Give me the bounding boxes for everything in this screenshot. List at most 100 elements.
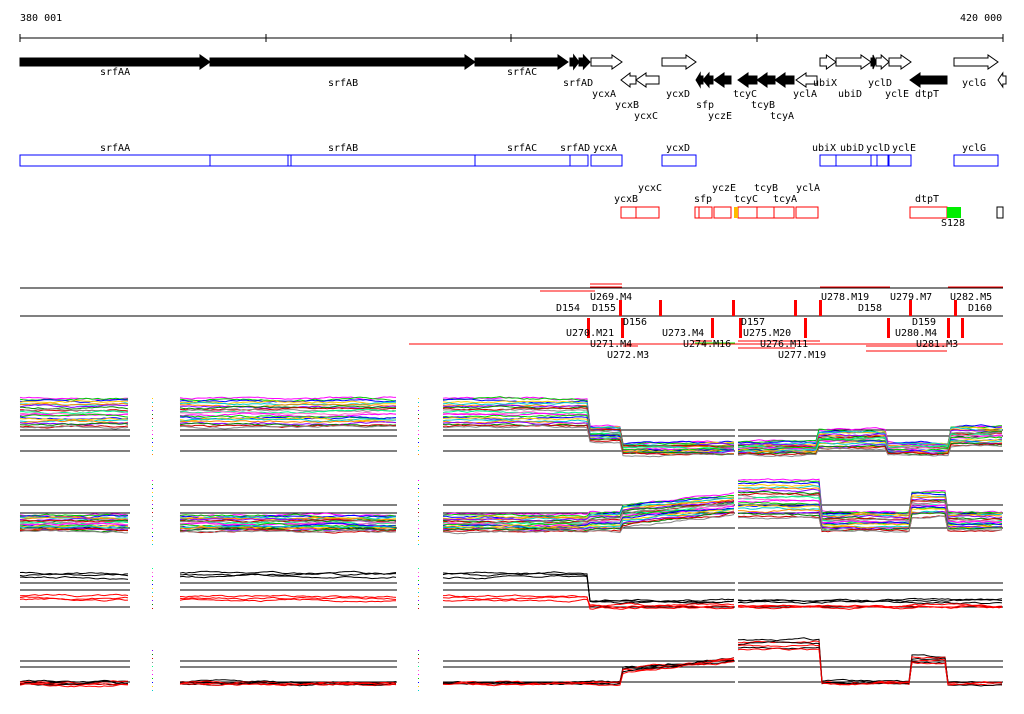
panel-gap-dot [152, 650, 153, 651]
forward-box-label-ubiX: ubiX [812, 143, 837, 154]
expression-trace [179, 570, 397, 575]
gene-arrow-sfp [702, 71, 714, 89]
transcript-boundary [659, 300, 662, 316]
gene-label-ycxD: ycxD [666, 89, 691, 100]
transcript-label-U274.M16: U274.M16 [683, 339, 732, 350]
panel-gap-dot [152, 686, 153, 687]
panel-gap-dot [152, 402, 153, 403]
panel-gap-dot [418, 544, 419, 545]
panel-gap-dot [152, 666, 153, 667]
gene-arrow-yclG [953, 54, 999, 70]
gene-label-ubiD: ubiD [838, 89, 863, 100]
forward-gene-box [209, 154, 289, 167]
expression-trace [442, 507, 735, 528]
expression-trace [737, 499, 1003, 524]
expression-trace [19, 404, 129, 408]
expression-trace [442, 500, 735, 524]
panel-gap-dot [418, 568, 419, 569]
expression-trace [19, 516, 129, 521]
forward-box-label-srfAA: srfAA [100, 143, 131, 154]
expression-trace [442, 574, 735, 604]
panel-gap-dot [418, 662, 419, 663]
reverse-gene-box [773, 206, 795, 219]
panel-gap-dot [418, 654, 419, 655]
panel-gap-dot [152, 492, 153, 493]
panel-gap-dot [418, 686, 419, 687]
expression-trace [179, 681, 397, 685]
gene-arrow-yclE [888, 54, 912, 70]
panel-gap-dot [418, 650, 419, 651]
ruler-start-label: 380 001 [20, 13, 63, 24]
expression-trace [179, 408, 397, 414]
panel-gap-dot [152, 528, 153, 529]
forward-box-label-ycxA: ycxA [593, 143, 618, 154]
forward-box-label-srfAB: srfAB [328, 143, 359, 154]
forward-gene-box [835, 154, 872, 167]
panel-gap-dot [152, 678, 153, 679]
transcript-label-U271.M4: U271.M4 [590, 339, 633, 350]
panel-gap-dot [418, 430, 419, 431]
panel-gap-dot [152, 608, 153, 609]
panel-gap-dot [418, 512, 419, 513]
reverse-gene-box [620, 206, 637, 219]
transcript-boundary [732, 300, 735, 316]
panel-gap-dot [418, 600, 419, 601]
gene-arrow-tcyA [774, 72, 795, 88]
expression-trace [19, 683, 129, 688]
gene-label-yclD: yclD [868, 78, 893, 89]
ruler-end-label: 420 000 [960, 13, 1003, 24]
expression-trace [19, 680, 129, 687]
expression-trace [179, 410, 397, 416]
expression-trace [442, 598, 735, 607]
expression-trace [179, 517, 397, 523]
reverse-box-label-ycxC: ycxC [638, 183, 663, 194]
expression-trace [737, 640, 1003, 685]
gene-arrow-ycxC [635, 72, 660, 88]
panel-gap-dot [418, 576, 419, 577]
panel-gap-dot [418, 532, 419, 533]
panel-gap-dot [418, 536, 419, 537]
expression-trace [737, 436, 1003, 452]
transcript-boundary [887, 318, 890, 338]
expression-trace [442, 659, 735, 685]
reverse-box-label-sfp: sfp [694, 194, 713, 205]
expression-trace [179, 422, 397, 427]
panel-gap-dot [152, 500, 153, 501]
expression-trace [19, 597, 129, 602]
forward-gene-box [474, 154, 571, 167]
expression-trace [19, 410, 129, 415]
forward-gene-box [819, 154, 837, 167]
transcript-label-U277.M19: U277.M19 [778, 350, 827, 361]
panel-gap-dot [418, 446, 419, 447]
expression-trace [20, 575, 129, 580]
transcript-boundary [909, 300, 912, 316]
expression-trace [19, 525, 129, 529]
panel-gap-dot [152, 504, 153, 505]
expression-trace [179, 425, 397, 430]
panel-gap-dot [152, 496, 153, 497]
forward-box-label-yclG: yclG [962, 143, 987, 154]
transcript-label-U272.M3: U272.M3 [607, 350, 650, 361]
panel-gap-dot [152, 430, 153, 431]
expression-trace [737, 510, 1003, 530]
forward-box-label-srfAD: srfAD [560, 143, 591, 154]
transcript-label-U269.M4: U269.M4 [590, 292, 633, 303]
expression-trace [19, 593, 129, 598]
forward-gene-box [590, 154, 623, 167]
gene-arrow-ubiX [819, 54, 837, 70]
panel-gap-dot [418, 406, 419, 407]
panel-gap-dot [418, 674, 419, 675]
expression-trace [442, 492, 735, 516]
panel-gap-dot [152, 662, 153, 663]
expression-trace [737, 644, 1003, 687]
transcript-boundary [819, 300, 822, 316]
forward-gene-box [870, 154, 878, 167]
gene-label-dtpT: dtpT [915, 89, 940, 100]
transcript-boundary [621, 318, 624, 338]
panel-gap-dot [152, 674, 153, 675]
gene-arrow-sfp [695, 71, 704, 89]
forward-box-label-ycxD: ycxD [666, 143, 691, 154]
expression-trace [19, 413, 129, 418]
gene-label-yclE: yclE [885, 89, 910, 100]
expression-trace [737, 487, 1003, 518]
